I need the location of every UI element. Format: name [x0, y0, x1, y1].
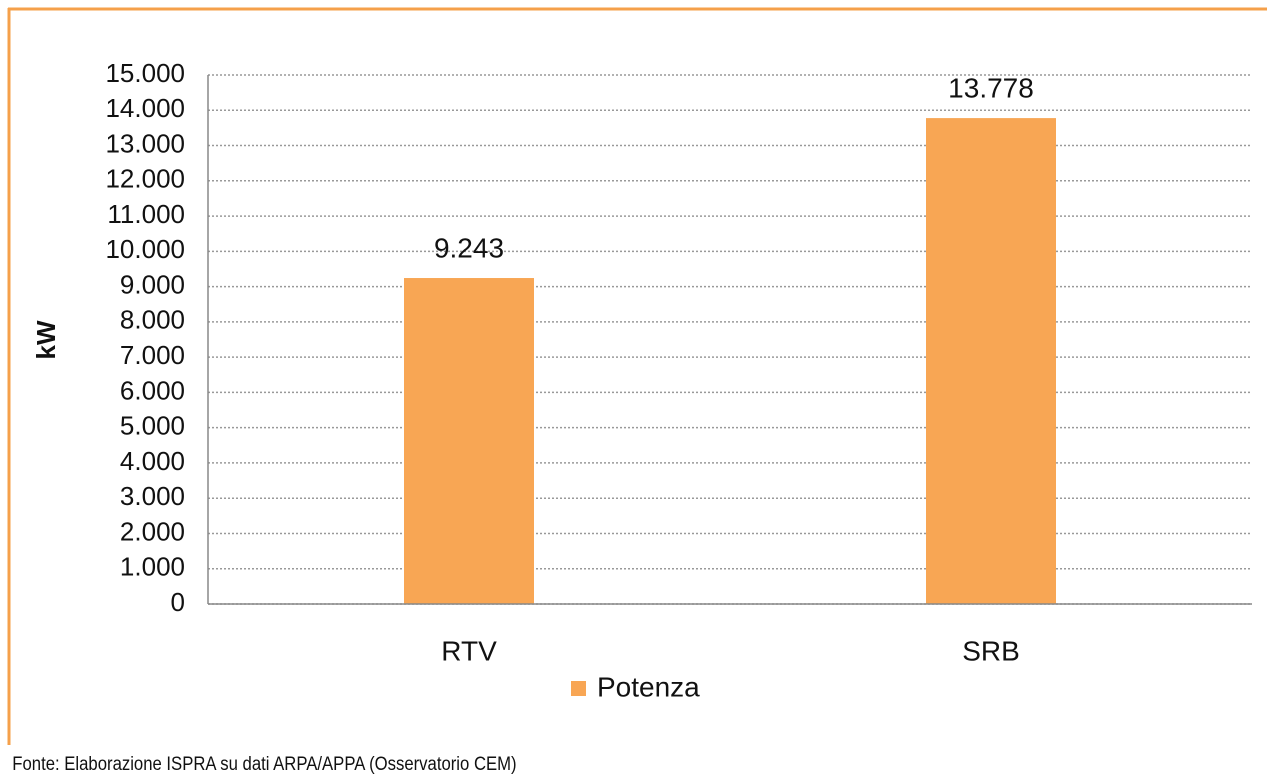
y-tick-label: 11.000 — [107, 199, 185, 229]
y-axis-label: kW — [31, 320, 61, 359]
y-tick-label: 7.000 — [120, 340, 185, 370]
y-tick-label: 5.000 — [120, 411, 185, 441]
x-tick-label: RTV — [441, 635, 497, 666]
y-tick-label: 1.000 — [120, 552, 185, 582]
y-tick-label: 3.000 — [120, 481, 185, 511]
y-tick-label: 10.000 — [105, 234, 185, 264]
x-tick-label: SRB — [962, 635, 1020, 666]
y-tick-label: 13.000 — [105, 128, 185, 158]
y-tick-label: 4.000 — [120, 446, 185, 476]
legend-swatch — [571, 681, 586, 696]
y-tick-label: 12.000 — [105, 164, 185, 194]
y-tick-label: 14.000 — [105, 93, 185, 123]
y-tick-label: 6.000 — [120, 375, 185, 405]
bar — [404, 278, 534, 604]
value-label: 9.243 — [434, 232, 504, 263]
bar — [926, 118, 1056, 605]
y-tick-label: 15.000 — [105, 58, 185, 88]
y-tick-label: 2.000 — [120, 516, 185, 546]
y-tick-label: 0 — [171, 587, 185, 617]
source: Fonte: Elaborazione ISPRA su dati ARPA/A… — [12, 753, 516, 774]
legend-label: Potenza — [597, 671, 700, 702]
y-tick-label: 8.000 — [120, 305, 185, 335]
value-label: 13.778 — [948, 72, 1034, 103]
y-tick-label: 9.000 — [120, 269, 185, 299]
